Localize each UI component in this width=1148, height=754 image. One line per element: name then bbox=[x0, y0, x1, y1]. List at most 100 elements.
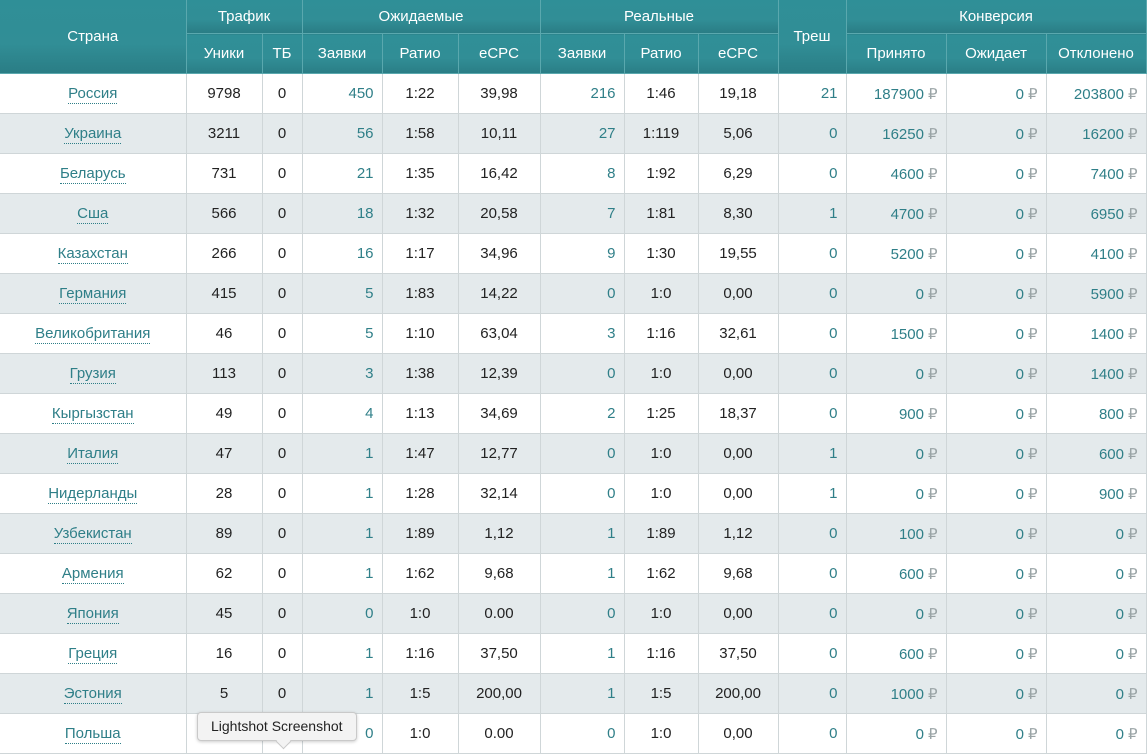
cell-rejected[interactable]: 203800 ₽ bbox=[1046, 73, 1147, 114]
cell-accepted[interactable]: 187900 ₽ bbox=[846, 73, 947, 114]
cell-accepted[interactable]: 4600 ₽ bbox=[846, 153, 947, 194]
country-link[interactable]: Эстония bbox=[0, 673, 187, 714]
cell-pending[interactable]: 0 ₽ bbox=[946, 633, 1047, 674]
cell-exp-requests[interactable]: 56 bbox=[302, 113, 383, 154]
cell-exp-requests[interactable]: 1 bbox=[302, 433, 383, 474]
country-link[interactable]: Япония bbox=[0, 593, 187, 634]
cell-trash[interactable]: 0 bbox=[778, 713, 847, 754]
country-link[interactable]: Эстония bbox=[63, 685, 122, 704]
country-link[interactable]: Казахстан bbox=[57, 245, 128, 264]
header-exp-requests[interactable]: Заявки bbox=[302, 33, 383, 74]
cell-rejected[interactable]: 4100 ₽ bbox=[1046, 233, 1147, 274]
country-link[interactable]: Казахстан bbox=[0, 233, 187, 274]
cell-rejected[interactable]: 600 ₽ bbox=[1046, 433, 1147, 474]
country-link[interactable]: Польша bbox=[0, 713, 187, 754]
header-country[interactable]: Страна bbox=[0, 0, 187, 74]
cell-exp-requests[interactable]: 3 bbox=[302, 353, 383, 394]
country-link[interactable]: Беларусь bbox=[59, 165, 126, 184]
cell-rejected[interactable]: 5900 ₽ bbox=[1046, 273, 1147, 314]
cell-exp-requests[interactable]: 450 bbox=[302, 73, 383, 114]
cell-accepted[interactable]: 900 ₽ bbox=[846, 393, 947, 434]
cell-real-requests[interactable]: 9 bbox=[540, 233, 625, 274]
cell-trash[interactable]: 1 bbox=[778, 473, 847, 514]
cell-trash[interactable]: 0 bbox=[778, 593, 847, 634]
cell-exp-requests[interactable]: 21 bbox=[302, 153, 383, 194]
cell-trash[interactable]: 0 bbox=[778, 633, 847, 674]
cell-real-requests[interactable]: 216 bbox=[540, 73, 625, 114]
cell-pending[interactable]: 0 ₽ bbox=[946, 353, 1047, 394]
cell-pending[interactable]: 0 ₽ bbox=[946, 433, 1047, 474]
cell-rejected[interactable]: 6950 ₽ bbox=[1046, 193, 1147, 234]
cell-rejected[interactable]: 0 ₽ bbox=[1046, 713, 1147, 754]
country-link[interactable]: Россия bbox=[68, 85, 118, 104]
cell-real-requests[interactable]: 1 bbox=[540, 633, 625, 674]
cell-real-requests[interactable]: 3 bbox=[540, 313, 625, 354]
cell-real-requests[interactable]: 1 bbox=[540, 673, 625, 714]
cell-exp-requests[interactable]: 1 bbox=[302, 513, 383, 554]
cell-trash[interactable]: 0 bbox=[778, 673, 847, 714]
cell-real-requests[interactable]: 2 bbox=[540, 393, 625, 434]
header-accepted[interactable]: Принято bbox=[846, 33, 947, 74]
cell-exp-requests[interactable]: 4 bbox=[302, 393, 383, 434]
cell-accepted[interactable]: 0 ₽ bbox=[846, 713, 947, 754]
cell-rejected[interactable]: 0 ₽ bbox=[1046, 593, 1147, 634]
cell-real-requests[interactable]: 27 bbox=[540, 113, 625, 154]
cell-trash[interactable]: 0 bbox=[778, 233, 847, 274]
cell-accepted[interactable]: 0 ₽ bbox=[846, 273, 947, 314]
cell-trash[interactable]: 0 bbox=[778, 513, 847, 554]
header-real-ecpc[interactable]: eCPC bbox=[698, 33, 779, 74]
country-link[interactable]: Кыргызстан bbox=[51, 405, 134, 424]
cell-trash[interactable]: 0 bbox=[778, 113, 847, 154]
country-link[interactable]: Италия bbox=[67, 445, 119, 464]
cell-accepted[interactable]: 1500 ₽ bbox=[846, 313, 947, 354]
cell-accepted[interactable]: 1000 ₽ bbox=[846, 673, 947, 714]
country-link[interactable]: Япония bbox=[66, 605, 119, 624]
country-link[interactable]: Греция bbox=[0, 633, 187, 674]
header-tb[interactable]: ТБ bbox=[262, 33, 303, 74]
country-link[interactable]: Узбекистан bbox=[0, 513, 187, 554]
country-link[interactable]: Сша bbox=[0, 193, 187, 234]
country-link[interactable]: Беларусь bbox=[0, 153, 187, 194]
country-link[interactable]: Греция bbox=[68, 645, 118, 664]
cell-real-requests[interactable]: 0 bbox=[540, 593, 625, 634]
country-link[interactable]: Великобритания bbox=[35, 325, 151, 344]
cell-accepted[interactable]: 100 ₽ bbox=[846, 513, 947, 554]
cell-rejected[interactable]: 0 ₽ bbox=[1046, 553, 1147, 594]
cell-pending[interactable]: 0 ₽ bbox=[946, 513, 1047, 554]
country-link[interactable]: Украина bbox=[0, 113, 187, 154]
header-real-requests[interactable]: Заявки bbox=[540, 33, 625, 74]
cell-accepted[interactable]: 0 ₽ bbox=[846, 353, 947, 394]
country-link[interactable]: Великобритания bbox=[0, 313, 187, 354]
country-link[interactable]: Германия bbox=[0, 273, 187, 314]
country-link[interactable]: Кыргызстан bbox=[0, 393, 187, 434]
cell-exp-requests[interactable]: 16 bbox=[302, 233, 383, 274]
cell-trash[interactable]: 1 bbox=[778, 193, 847, 234]
cell-rejected[interactable]: 7400 ₽ bbox=[1046, 153, 1147, 194]
cell-accepted[interactable]: 0 ₽ bbox=[846, 433, 947, 474]
cell-real-requests[interactable]: 0 bbox=[540, 273, 625, 314]
cell-accepted[interactable]: 600 ₽ bbox=[846, 553, 947, 594]
cell-real-requests[interactable]: 1 bbox=[540, 513, 625, 554]
cell-real-requests[interactable]: 0 bbox=[540, 713, 625, 754]
cell-real-requests[interactable]: 0 bbox=[540, 353, 625, 394]
country-link[interactable]: Нидерланды bbox=[48, 485, 138, 504]
cell-pending[interactable]: 0 ₽ bbox=[946, 553, 1047, 594]
cell-pending[interactable]: 0 ₽ bbox=[946, 473, 1047, 514]
cell-rejected[interactable]: 0 ₽ bbox=[1046, 633, 1147, 674]
cell-real-requests[interactable]: 8 bbox=[540, 153, 625, 194]
country-link[interactable]: Армения bbox=[0, 553, 187, 594]
header-exp-ratio[interactable]: Ратио bbox=[382, 33, 459, 74]
cell-exp-requests[interactable]: 1 bbox=[302, 673, 383, 714]
cell-pending[interactable]: 0 ₽ bbox=[946, 673, 1047, 714]
cell-pending[interactable]: 0 ₽ bbox=[946, 233, 1047, 274]
cell-trash[interactable]: 21 bbox=[778, 73, 847, 114]
header-uniques[interactable]: Уники bbox=[186, 33, 263, 74]
header-trash[interactable]: Треш bbox=[778, 0, 847, 74]
cell-pending[interactable]: 0 ₽ bbox=[946, 193, 1047, 234]
cell-trash[interactable]: 0 bbox=[778, 153, 847, 194]
cell-rejected[interactable]: 900 ₽ bbox=[1046, 473, 1147, 514]
cell-trash[interactable]: 1 bbox=[778, 433, 847, 474]
header-real-ratio[interactable]: Ратио bbox=[624, 33, 699, 74]
cell-real-requests[interactable]: 0 bbox=[540, 433, 625, 474]
country-link[interactable]: Узбекистан bbox=[53, 525, 132, 544]
